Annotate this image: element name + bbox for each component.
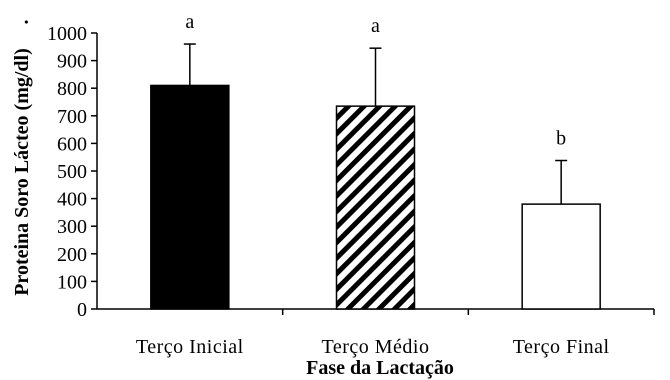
y-tick-label: 1000 [47,23,87,45]
x-axis [97,308,655,315]
bar [335,105,416,310]
bar [150,84,230,310]
y-tick-label: 600 [57,133,87,155]
y-tick-label: 700 [57,106,87,128]
error-bars [183,43,568,205]
y-tick-label: 0 [77,299,87,321]
x-tick-label: Terço Inicial [136,336,244,358]
significance-label: b [556,128,566,150]
x-tick-label: Terço Médio [322,336,430,358]
bar [521,203,601,310]
y-tick-label: 400 [57,189,87,211]
y-tick-label: 900 [57,51,87,73]
x-axis-title: Fase da Lactação [306,357,454,379]
y-tick-label: 800 [57,78,87,100]
bars [150,84,601,310]
y-tick-label: 300 [57,216,87,238]
significance-label: a [371,15,380,37]
y-tick-label: 200 [57,244,87,266]
labels: a Terço Inicial a Terço Médio b Terço Final [136,11,610,358]
y-axis-title-suffix: . [11,20,33,25]
x-tick-label: Terço Final [513,336,610,358]
y-axis-title: Proteina Soro Lácteo (mg/dl) [11,48,33,296]
significance-label: a [185,11,194,33]
y-tick-label: 500 [57,161,87,183]
y-axis: 0 100 200 300 400 500 600 700 800 900 1000 [47,23,98,321]
y-tick-label: 100 [57,271,87,293]
